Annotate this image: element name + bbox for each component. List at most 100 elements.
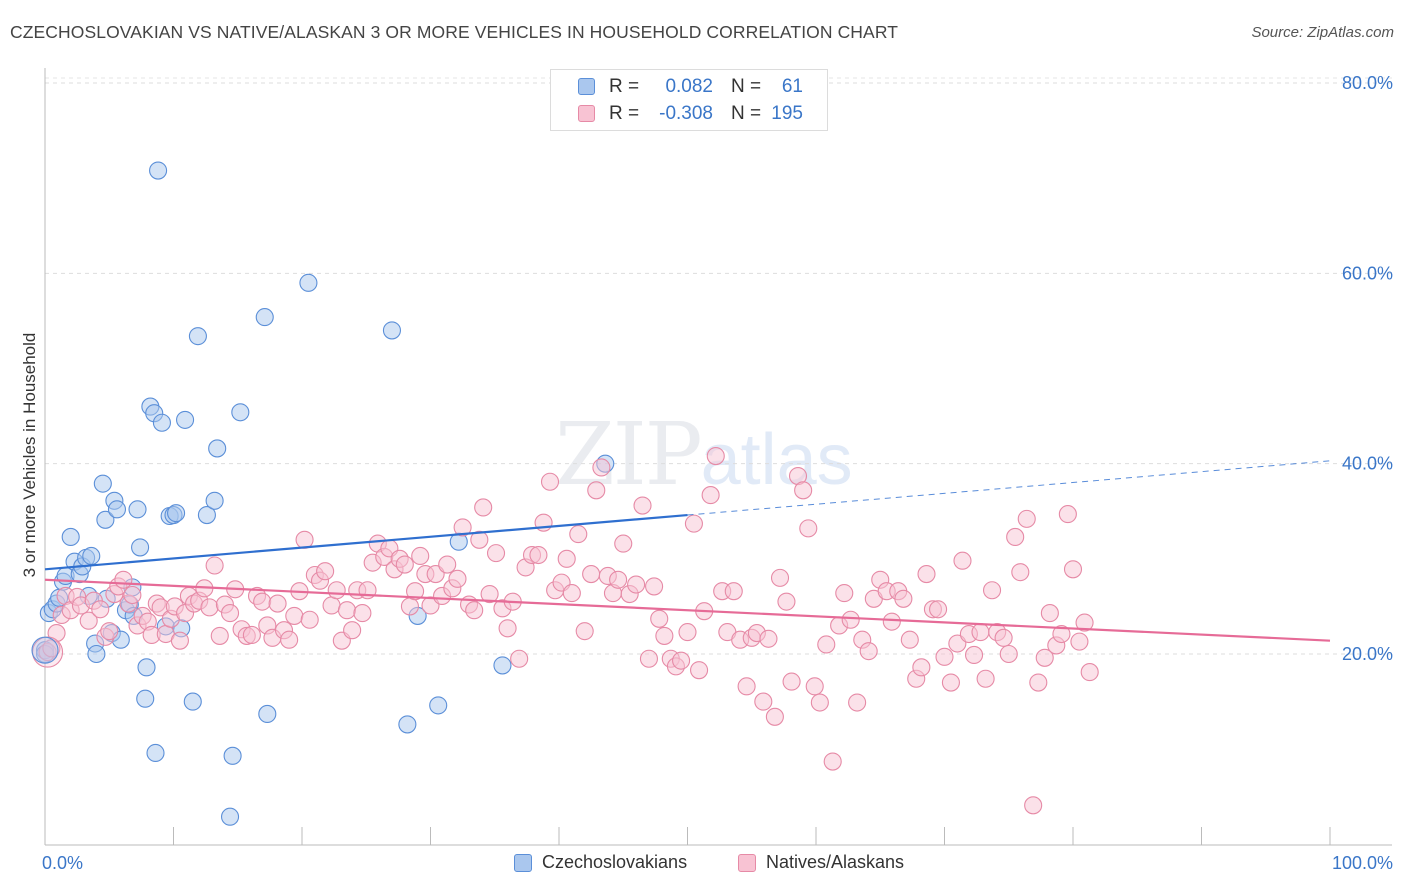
x-tick-label: 0.0% — [42, 853, 83, 873]
point-native-alaskan — [474, 498, 493, 517]
point-native-alaskan — [1075, 613, 1094, 632]
stats-row-natives: R = -0.308 N = 195 — [551, 102, 827, 128]
point-native-alaskan — [678, 623, 697, 642]
point-native-alaskan — [1063, 560, 1083, 579]
legend-label-natives: Natives/Alaskans — [766, 852, 905, 872]
point-czechoslovakian — [131, 538, 150, 557]
point-native-alaskan — [322, 596, 341, 615]
point-native-alaskan — [759, 629, 778, 648]
point-czechoslovakian — [197, 506, 216, 525]
point-native-alaskan — [453, 518, 472, 537]
point-native-alaskan — [510, 649, 529, 668]
watermark-zip: ZIP — [555, 405, 703, 505]
point-czechoslovakian — [231, 403, 250, 422]
r-value: -0.308 — [659, 103, 713, 124]
point-native-alaskan — [817, 635, 836, 654]
point-native-alaskan — [592, 458, 611, 477]
y-axis-label: 3 or more Vehicles in Household — [20, 332, 39, 578]
point-native-alaskan — [1035, 648, 1054, 667]
legend-swatch-natives — [738, 854, 756, 872]
y-axis-label-wrap: 3 or more Vehicles in Household — [10, 180, 50, 730]
point-native-alaskan — [582, 565, 601, 584]
point-native-alaskan — [724, 582, 743, 601]
r-value: 0.082 — [665, 76, 713, 97]
legend-label-czechoslovakians: Czechoslovakians — [542, 852, 688, 872]
point-native-alaskan — [100, 622, 119, 641]
point-native-alaskan — [448, 569, 467, 588]
point-czechoslovakian — [93, 474, 112, 493]
point-native-alaskan — [210, 626, 229, 645]
point-native-alaskan — [701, 486, 720, 505]
point-native-alaskan — [965, 645, 984, 665]
point-native-alaskan — [848, 693, 867, 712]
point-native-alaskan — [268, 594, 287, 613]
point-native-alaskan — [650, 609, 669, 628]
point-native-alaskan — [529, 545, 548, 565]
point-czechoslovakian — [87, 644, 106, 664]
stats-legend: R = 0.082 N = 61 R = -0.308 N = 195 — [550, 69, 828, 131]
point-native-alaskan — [1052, 624, 1071, 644]
point-native-alaskan — [999, 644, 1018, 664]
point-czechoslovakian — [61, 527, 80, 546]
point-native-alaskan — [400, 597, 419, 616]
point-czechoslovakian — [136, 689, 155, 708]
point-native-alaskan — [684, 514, 703, 533]
point-czechoslovakian — [167, 504, 186, 523]
y-tick-label: 60.0% — [1342, 263, 1393, 283]
point-czechoslovakian — [82, 546, 101, 566]
point-native-alaskan — [91, 600, 110, 619]
point-native-alaskan — [327, 581, 346, 600]
point-native-alaskan — [672, 651, 691, 670]
point-native-alaskan — [470, 530, 489, 549]
point-native-alaskan — [971, 623, 990, 642]
point-native-alaskan — [220, 604, 240, 623]
point-native-alaskan — [242, 625, 261, 645]
point-czechoslovakian — [493, 656, 512, 675]
point-native-alaskan — [343, 621, 362, 640]
point-native-alaskan — [295, 530, 314, 549]
series-legend: Czechoslovakians Natives/Alaskans — [0, 852, 1406, 878]
point-native-alaskan — [765, 707, 784, 726]
point-czechoslovakian — [208, 439, 227, 458]
point-native-alaskan — [859, 642, 878, 661]
point-native-alaskan — [1024, 796, 1043, 815]
point-native-alaskan — [540, 472, 560, 491]
point-native-alaskan — [841, 610, 860, 629]
point-native-alaskan — [170, 631, 189, 650]
point-native-alaskan — [411, 546, 430, 566]
point-native-alaskan — [114, 570, 133, 589]
point-native-alaskan — [569, 525, 588, 544]
point-native-alaskan — [557, 549, 576, 568]
point-native-alaskan — [1006, 527, 1025, 546]
point-czechoslovakian — [382, 321, 402, 340]
point-czechoslovakian — [152, 413, 171, 432]
point-czechoslovakian — [137, 658, 156, 677]
trendline-czechoslovakians-extension — [687, 460, 1331, 516]
point-native-alaskan — [894, 589, 913, 608]
point-native-alaskan — [655, 626, 674, 645]
point-native-alaskan — [486, 544, 506, 563]
point-native-alaskan — [639, 649, 659, 668]
x-tick-label: 100.0% — [1332, 853, 1393, 873]
n-value: 195 — [771, 103, 803, 124]
point-native-alaskan — [395, 555, 414, 574]
point-native-alaskan — [917, 565, 936, 584]
point-czechoslovakian — [188, 327, 207, 346]
point-czechoslovakian — [128, 500, 147, 519]
stats-row-czechoslovakians: R = 0.082 N = 61 — [551, 75, 827, 101]
point-native-alaskan — [770, 568, 790, 587]
point-native-alaskan — [253, 592, 272, 611]
trendline-natives-alaskans — [44, 578, 1331, 642]
legend-swatch-czechoslovakians — [514, 854, 532, 872]
point-native-alaskan — [982, 581, 1002, 600]
trendline-czechoslovakians — [44, 513, 688, 571]
point-native-alaskan — [300, 610, 319, 629]
point-native-alaskan — [1017, 509, 1036, 528]
point-native-alaskan — [690, 661, 709, 680]
point-czechoslovakian — [176, 410, 195, 429]
point-native-alaskan — [706, 447, 725, 466]
point-czechoslovakian — [96, 510, 115, 529]
point-native-alaskan — [737, 677, 756, 696]
point-native-alaskan — [614, 534, 633, 553]
point-native-alaskan — [929, 600, 948, 619]
